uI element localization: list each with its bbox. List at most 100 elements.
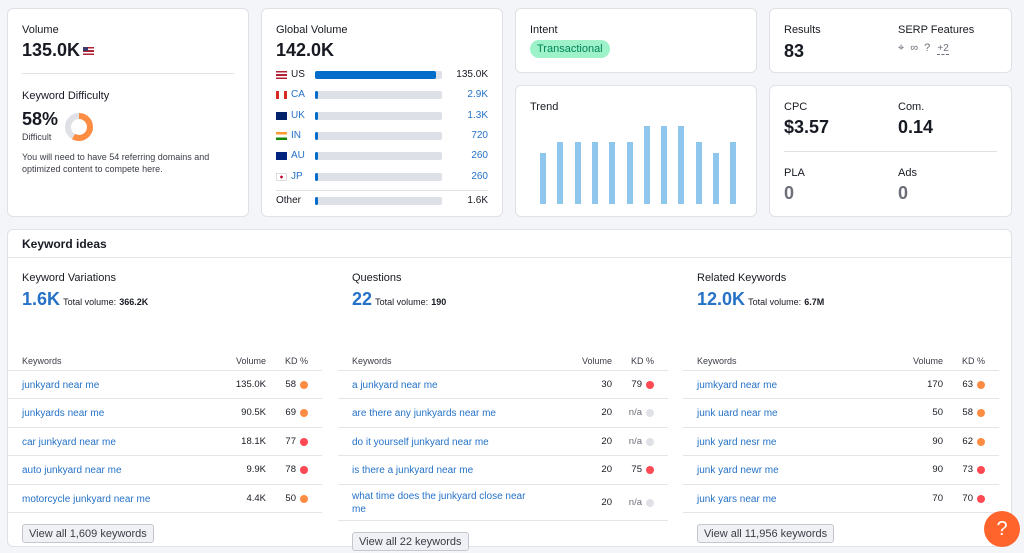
keyword-volume: 90 (932, 464, 943, 476)
keyword-kd: 58 (285, 379, 296, 390)
section-count-value[interactable]: 1.6K (22, 289, 61, 309)
trend-bar[interactable] (661, 126, 668, 204)
trend-bar[interactable] (695, 141, 702, 204)
kd-note: You will need to have 54 referring domai… (22, 152, 210, 174)
volume-label: Volume (22, 24, 59, 36)
location-pin-icon[interactable]: ⌖ (898, 42, 905, 54)
country-value: 260 (471, 170, 488, 182)
country-bar (315, 71, 442, 79)
trend-bar[interactable] (643, 126, 650, 204)
view-all-button[interactable]: View all 11,956 keywords (697, 524, 835, 543)
country-value: 135.0K (456, 69, 488, 80)
keyword-link[interactable]: motorcycle junkyard near me (22, 493, 151, 505)
kd-indicator-icon (977, 494, 985, 503)
global-volume-card: Global Volume 142.0K US 135.0K CA 2.9K UK 1.3… (261, 8, 503, 217)
col-kd[interactable]: KD % (961, 356, 985, 366)
col-kd[interactable]: KD % (284, 356, 308, 366)
kd-level: Difficult (22, 132, 52, 142)
trend-bar[interactable] (626, 141, 633, 204)
keyword-link[interactable]: junk yars near me (697, 493, 777, 505)
col-kd[interactable]: KD % (630, 356, 654, 366)
trend-bar[interactable] (713, 152, 719, 204)
keyword-kd: n/a (628, 407, 642, 419)
country-bar (315, 111, 442, 120)
country-value: 260 (471, 150, 488, 162)
col-volume[interactable]: Volume (912, 356, 943, 366)
view-all-button[interactable]: View all 22 keywords (352, 531, 469, 551)
keyword-kd: 79 (631, 379, 642, 390)
help-button[interactable]: ? (984, 511, 1020, 547)
country-code: UK (291, 109, 305, 121)
keyword-link[interactable]: car junkyard near me (22, 436, 116, 448)
keyword-volume: 170 (927, 379, 943, 390)
col-volume[interactable]: Volume (581, 356, 612, 366)
kd-indicator-icon (300, 381, 308, 389)
global-volume-label: Global Volume (276, 24, 348, 36)
trend-bar[interactable] (730, 141, 737, 204)
section-title: Related Keywords (697, 272, 787, 284)
total-volume-value: 6.7M (804, 297, 825, 307)
trend-chart (540, 126, 740, 204)
total-volume-value: 190 (431, 297, 447, 307)
serp-more[interactable]: +2 (937, 43, 949, 55)
country-other-bar (315, 197, 442, 205)
kd-indicator-icon (977, 437, 985, 446)
keyword-ideas-divider (8, 257, 1011, 258)
col-keywords[interactable]: Keywords (697, 356, 737, 366)
keyword-link[interactable]: are there any junkyards near me (352, 408, 496, 420)
trend-bar[interactable] (678, 126, 685, 204)
com-value: 0.14 (898, 117, 934, 137)
view-all-button[interactable]: View all 1,609 keywords (22, 524, 154, 543)
keyword-link[interactable]: auto junkyard near me (22, 465, 122, 477)
keyword-link[interactable]: what time does the junkyard close near m… (352, 490, 526, 515)
country-value: 2.9K (467, 89, 488, 101)
keyword-link[interactable]: junk uard near me (697, 408, 778, 420)
keyword-link[interactable]: junk yard newr me (697, 465, 779, 477)
keyword-link[interactable]: do it yourself junkyard near me (352, 436, 489, 448)
kd-indicator-icon (300, 466, 308, 475)
keyword-kd: 77 (285, 435, 296, 447)
keyword-volume: 50 (932, 407, 943, 419)
related-keywords-section: Related Keywords 12.0K Total volume: 6.7M… (683, 258, 999, 546)
keyword-link[interactable]: jumkyard near me (697, 380, 778, 391)
section-title: Keyword Variations (22, 272, 116, 284)
keyword-kd: 50 (285, 492, 296, 504)
trend-bar[interactable] (609, 141, 616, 204)
trend-bar[interactable] (591, 141, 598, 204)
kd-indicator-icon (646, 381, 654, 389)
keyword-link[interactable]: junkyard near me (22, 380, 100, 391)
section-count-value[interactable]: 22 (352, 289, 373, 309)
total-volume-value: 366.2K (119, 297, 149, 307)
row-divider (8, 398, 322, 400)
divider (22, 73, 234, 74)
section-count-value[interactable]: 12.0K (697, 289, 746, 309)
intent-badge: Transactional (530, 40, 610, 58)
au-flag-icon (276, 152, 287, 161)
cpc-divider (784, 151, 997, 152)
question-icon[interactable]: ? (924, 42, 931, 54)
col-volume[interactable]: Volume (235, 356, 266, 366)
country-other-label: Other (276, 195, 302, 206)
keyword-link[interactable]: junkyards near me (22, 408, 105, 420)
keyword-variations-section: Keyword Variations 1.6K Total volume: 366… (8, 258, 322, 546)
row-divider (338, 398, 668, 400)
keyword-kd: 62 (962, 435, 973, 447)
kd-indicator-icon (300, 409, 308, 418)
keyword-link[interactable]: junk yard nesr me (697, 436, 777, 448)
com-label: Com. (898, 101, 925, 113)
row-divider (8, 512, 322, 513)
keyword-link[interactable]: a junkyard near me (352, 380, 438, 391)
trend-bar[interactable] (557, 141, 564, 204)
col-keywords[interactable]: Keywords (22, 356, 62, 366)
trend-bar[interactable] (540, 152, 546, 204)
country-value: 1.3K (467, 109, 488, 121)
link-icon[interactable]: ∞ (910, 42, 919, 54)
keyword-link[interactable]: is there a junkyard near me (352, 465, 474, 477)
section-title: Questions (352, 272, 402, 284)
country-code: US (291, 69, 305, 80)
questions-section: Questions 22 Total volume: 190 Keywords Vol… (338, 258, 668, 551)
col-keywords[interactable]: Keywords (352, 356, 392, 366)
total-volume-label: Total volume: (375, 297, 429, 307)
results-label: Results (784, 24, 821, 36)
trend-bar[interactable] (574, 141, 581, 204)
